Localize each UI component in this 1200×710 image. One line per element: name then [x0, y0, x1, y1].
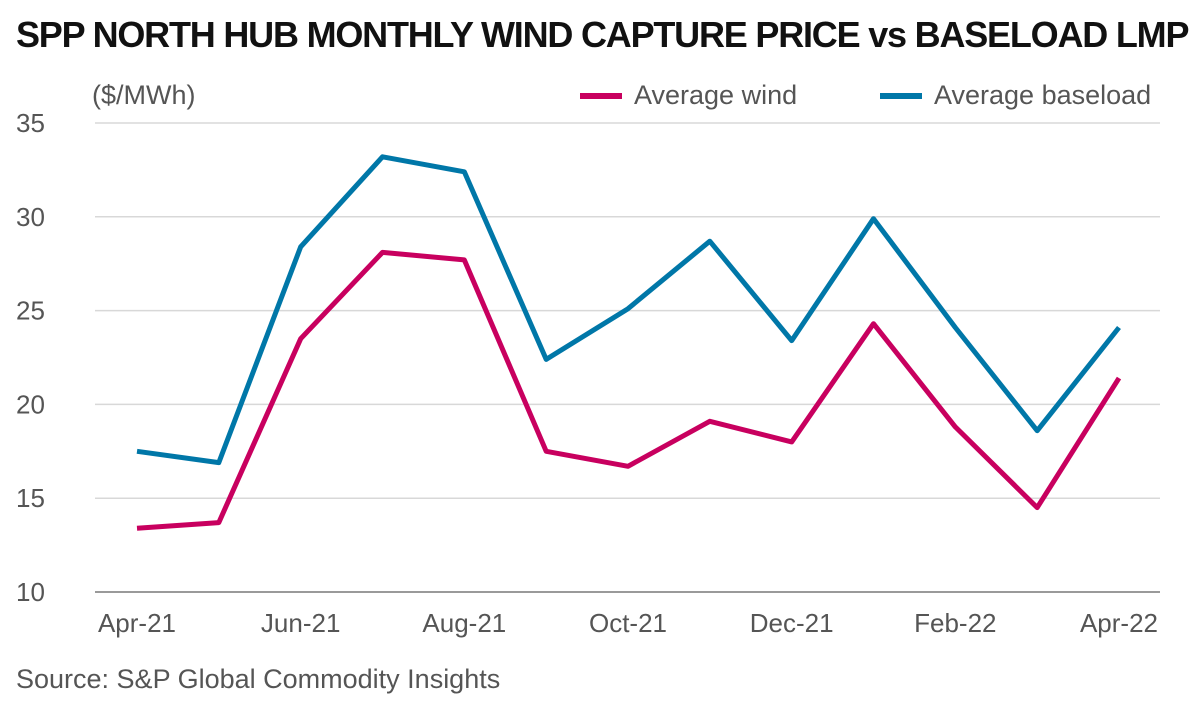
chart-title: SPP NORTH HUB MONTHLY WIND CAPTURE PRICE…: [16, 14, 1189, 55]
x-tick-label-Feb-22: Feb-22: [914, 608, 996, 638]
series-line-wind: [136, 249, 1122, 531]
y-tick-label-25: 25: [16, 296, 45, 326]
legend-swatch-baseload: [880, 92, 922, 99]
y-tick-label-15: 15: [16, 483, 45, 513]
y-axis-unit-label: ($/MWh): [92, 80, 196, 110]
legend-label-wind: Average wind: [634, 80, 798, 110]
y-tick-label-30: 30: [16, 202, 45, 232]
x-tick-label-Apr-21: Apr-21: [98, 608, 176, 638]
x-tick-label-Aug-21: Aug-21: [422, 608, 506, 638]
series-line-baseload: [136, 154, 1121, 466]
y-tick-label-10: 10: [16, 577, 45, 607]
x-tick-label-Jun-21: Jun-21: [261, 608, 341, 638]
x-tick-label-Dec-21: Dec-21: [750, 608, 834, 638]
line-chart: 10 15 20 25 30 35 Apr-21 Jun-21 Aug-21 Oct-21 Dec-…: [16, 108, 1160, 638]
y-tick-label-35: 35: [16, 108, 45, 138]
legend-label-baseload: Average baseload: [934, 80, 1152, 110]
legend-swatch-wind: [580, 92, 622, 99]
x-tick-label-Apr-22: Apr-22: [1080, 608, 1158, 638]
x-tick-label-Oct-21: Oct-21: [589, 608, 667, 638]
y-tick-label-20: 20: [16, 389, 45, 419]
legend-item-baseload: Average baseload: [880, 80, 1151, 111]
legend-item-wind: Average wind: [580, 80, 797, 111]
source-note: Source: S&P Global Commodity Insights: [16, 664, 501, 694]
